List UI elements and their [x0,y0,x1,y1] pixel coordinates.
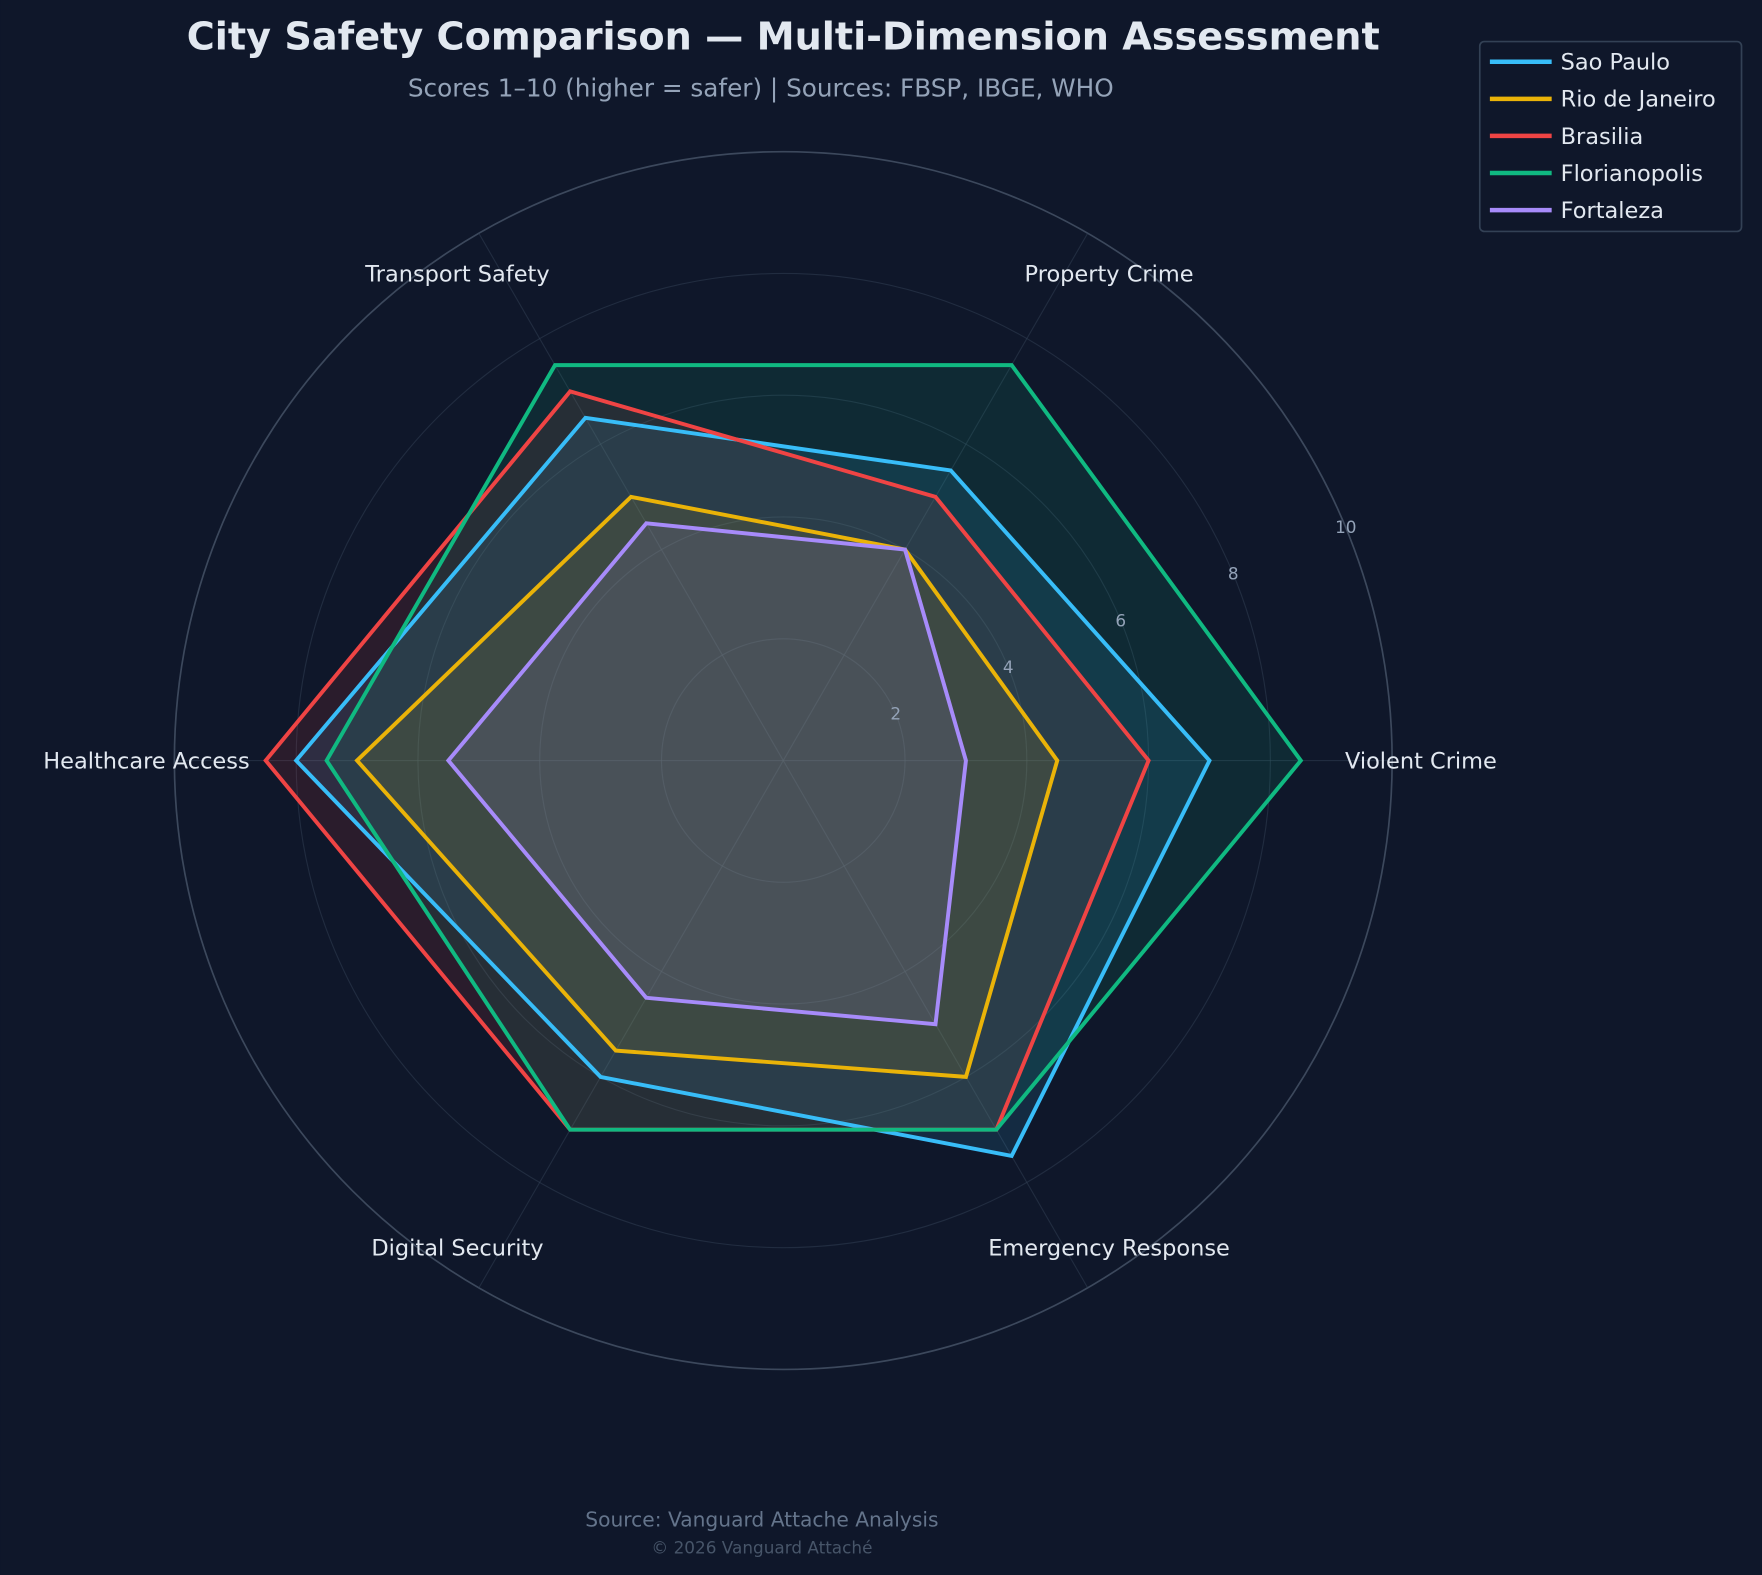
legend-label: Florianopolis [1561,161,1703,187]
series-fill-2 [265,391,1149,1130]
category-label: Violent Crime [1345,748,1497,774]
series-fill-0 [296,417,1210,1156]
radial-tick-label: 6 [1115,610,1126,630]
category-label: Digital Security [371,1235,543,1261]
chart-title: City Safety Comparison — Multi-Dimension… [187,15,1380,59]
category-label: Property Crime [1025,261,1194,287]
series-fill-1 [357,496,1058,1077]
legend-label: Brasilia [1561,124,1644,150]
series-fill-4 [448,523,966,1025]
legend-label: Sao Paulo [1561,50,1670,76]
legend-label: Rio de Janeiro [1561,87,1716,113]
radial-ticks: 2 4 6 8 10 [890,517,1356,723]
category-label: Emergency Response [988,1235,1230,1261]
radial-tick-label: 10 [1335,517,1356,537]
grid-spoke [478,760,784,1289]
category-labels: Violent Crime Property Crime Transport Saf… [43,261,1497,1261]
chart-subtitle: Scores 1–10 (higher = safer) | Sources: … [408,74,1114,103]
legend-label: Fortaleza [1561,198,1664,224]
footer-source: Source: Vanguard Attache Analysis [585,1508,938,1532]
legend: Sao Paulo Rio de Janeiro Brasilia Florianop… [1478,40,1743,233]
radial-tick-label: 8 [1228,564,1239,584]
footer-copyright: © 2026 Vanguard Attaché [651,1538,872,1558]
series-lines [263,363,1304,1159]
radial-tick-label: 4 [1003,657,1014,677]
legend-box [1478,40,1743,233]
category-label: Transport Safety [364,261,549,287]
category-label: Healthcare Access [43,748,249,774]
radial-tick-label: 2 [890,704,901,724]
